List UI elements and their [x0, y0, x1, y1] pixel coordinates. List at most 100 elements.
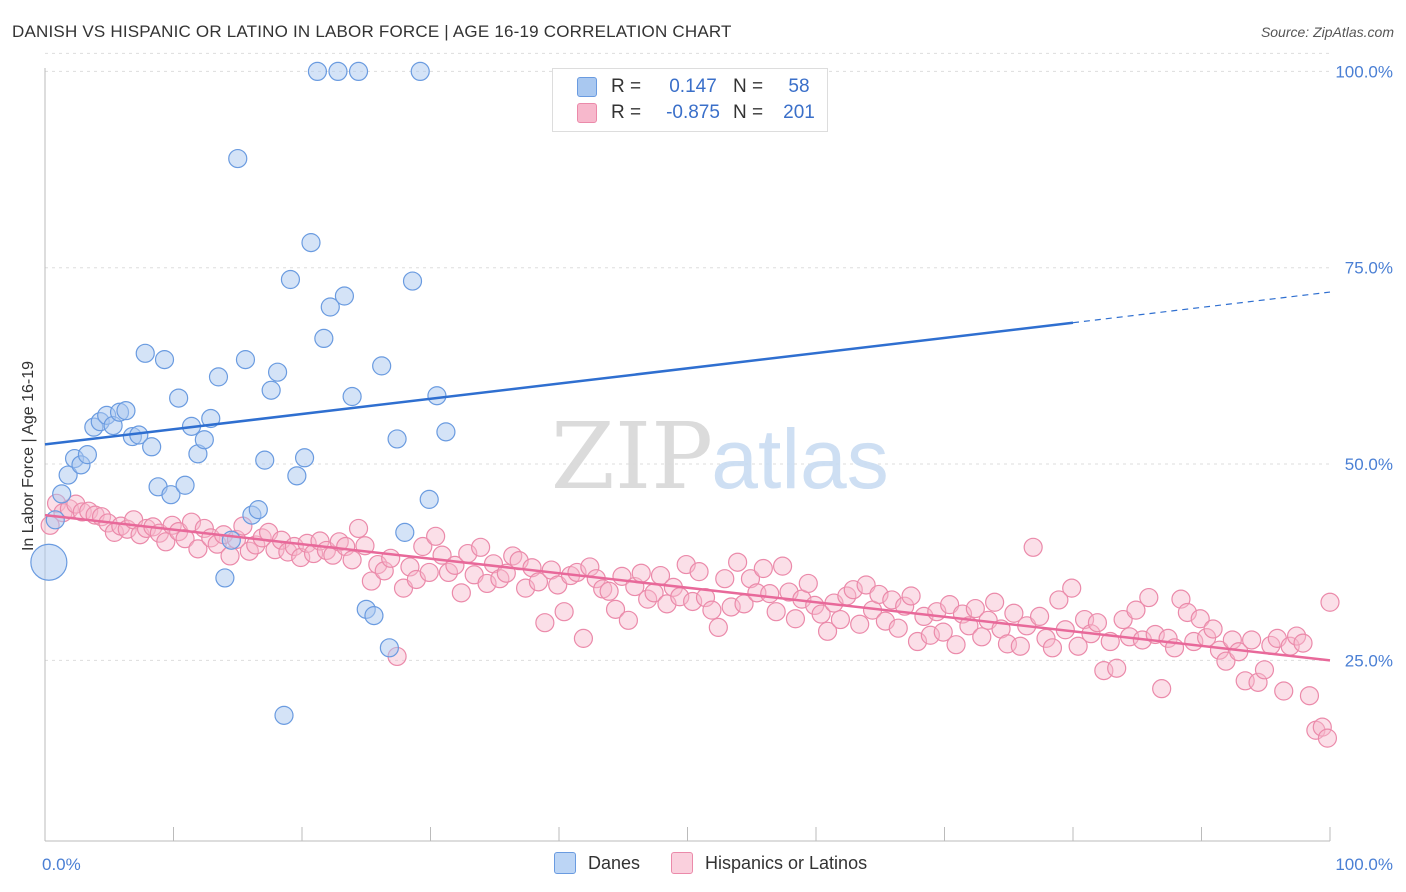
danes-point: [294, 448, 315, 468]
hispanics-point: [1049, 590, 1069, 610]
hispanics-point: [946, 635, 966, 655]
chart-title: DANISH VS HISPANIC OR LATINO IN LABOR FO…: [12, 22, 732, 41]
danes-point: [52, 484, 72, 504]
danes-point: [427, 386, 447, 406]
danes-point: [348, 61, 369, 82]
danes-point: [342, 386, 362, 407]
danes-point: [379, 638, 399, 658]
hispanics-point: [830, 609, 851, 630]
hispanics-point: [985, 592, 1005, 612]
hispanics-point: [901, 586, 921, 606]
hispanics-point: [850, 614, 870, 634]
danes-n-value: 58: [788, 76, 810, 97]
trend-lines: [44, 291, 1331, 662]
hispanics-point: [1190, 609, 1210, 629]
hispanics-point: [175, 529, 195, 549]
hispanics-swatch: [577, 103, 597, 123]
legend-row-danes: R = 0.147 N = 58: [577, 75, 819, 99]
legend-item-hispanics: Hispanics or Latinos: [671, 852, 867, 874]
danes-point: [194, 430, 214, 450]
danes-point: [228, 148, 248, 169]
hispanics-point: [419, 562, 439, 583]
danes-point: [274, 705, 294, 725]
danes-point: [314, 328, 334, 349]
danes-n-label: N =: [733, 76, 764, 97]
danes-legend-label: Danes: [588, 852, 641, 873]
danes-point: [334, 286, 355, 306]
hispanics-point: [374, 561, 394, 581]
hispanics-point: [451, 583, 471, 603]
danes-point: [307, 61, 328, 82]
danes-point: [208, 367, 229, 387]
hispanics-point: [599, 581, 619, 601]
hispanics-point: [1152, 679, 1172, 699]
bottom-legend: Danes Hispanics or Latinos: [0, 852, 1406, 878]
danes-point: [372, 356, 392, 376]
hispanics-point: [708, 617, 728, 638]
hispanics-point: [1317, 728, 1338, 748]
hispanics-r-value: -0.875: [666, 102, 720, 123]
hispanics-point: [702, 600, 722, 620]
hispanics-point: [554, 602, 574, 622]
danes-trend-line: [44, 321, 1074, 446]
source-label: Source: ZipAtlas.com: [1260, 24, 1394, 40]
danes-point: [436, 422, 456, 442]
hispanics-point: [1042, 638, 1063, 658]
hispanics-point: [689, 562, 709, 582]
hispanics-point: [1029, 606, 1050, 627]
hispanics-point: [471, 537, 491, 557]
correlation-legend: R = 0.147 N = 58 R = -0.875 N = 201: [552, 68, 828, 132]
hispanics-point: [477, 573, 497, 594]
danes-legend-swatch: [554, 852, 576, 874]
tick-labels: 25.0% 50.0% 75.0% 100.0% 0.0% 100.0%: [42, 62, 1393, 874]
hispanics-n-label: N =: [733, 102, 764, 123]
hispanics-point: [413, 536, 433, 557]
hispanics-point: [766, 602, 786, 622]
danes-point: [235, 350, 256, 370]
danes-point: [328, 61, 348, 82]
hispanics-point: [1126, 600, 1146, 620]
hispanics-legend-swatch: [671, 852, 693, 874]
y-tick-label: 75.0%: [1345, 259, 1393, 278]
hispanics-point: [1248, 672, 1268, 692]
y-axis-title: In Labor Force | Age 16-19: [20, 361, 37, 551]
axes: [44, 68, 1331, 842]
hispanics-point: [785, 609, 806, 629]
x-tick-label-end: 100.0%: [1335, 855, 1393, 874]
hispanics-point: [188, 539, 208, 559]
x-tick-label-start: 0.0%: [42, 855, 81, 874]
hispanics-point: [715, 569, 735, 589]
danes-point: [255, 450, 275, 470]
hispanics-point: [1004, 603, 1024, 623]
watermark-zip: ZIP: [551, 403, 713, 510]
legend-item-danes: Danes: [554, 852, 640, 874]
hispanics-point: [400, 557, 420, 577]
danes-point: [287, 466, 307, 486]
danes-points: [30, 61, 456, 725]
hispanics-point: [1203, 619, 1223, 639]
hispanics-point: [843, 580, 863, 600]
y-tick-label: 100.0%: [1335, 62, 1393, 81]
danes-point: [320, 297, 340, 317]
hispanics-point: [1139, 587, 1159, 608]
danes-point: [30, 543, 68, 581]
hispanics-point: [522, 558, 542, 578]
hispanics-legend-label: Hispanics or Latinos: [705, 852, 868, 873]
danes-point: [175, 475, 195, 495]
hispanics-point: [535, 613, 555, 633]
hispanics-point: [740, 569, 761, 589]
danes-point: [410, 61, 430, 82]
danes-point: [402, 271, 423, 291]
hispanics-point: [528, 572, 549, 592]
danes-point: [248, 500, 268, 520]
hispanics-point: [1299, 686, 1320, 706]
hispanics-point: [1216, 651, 1236, 671]
hispanics-point: [940, 595, 960, 615]
hispanics-point: [959, 616, 979, 636]
y-tick-label: 25.0%: [1345, 651, 1393, 670]
danes-point: [419, 489, 439, 509]
hispanics-point: [753, 558, 773, 579]
hispanics-point: [1274, 681, 1294, 701]
hispanics-r-label: R =: [611, 102, 642, 123]
hispanics-point: [856, 575, 876, 595]
